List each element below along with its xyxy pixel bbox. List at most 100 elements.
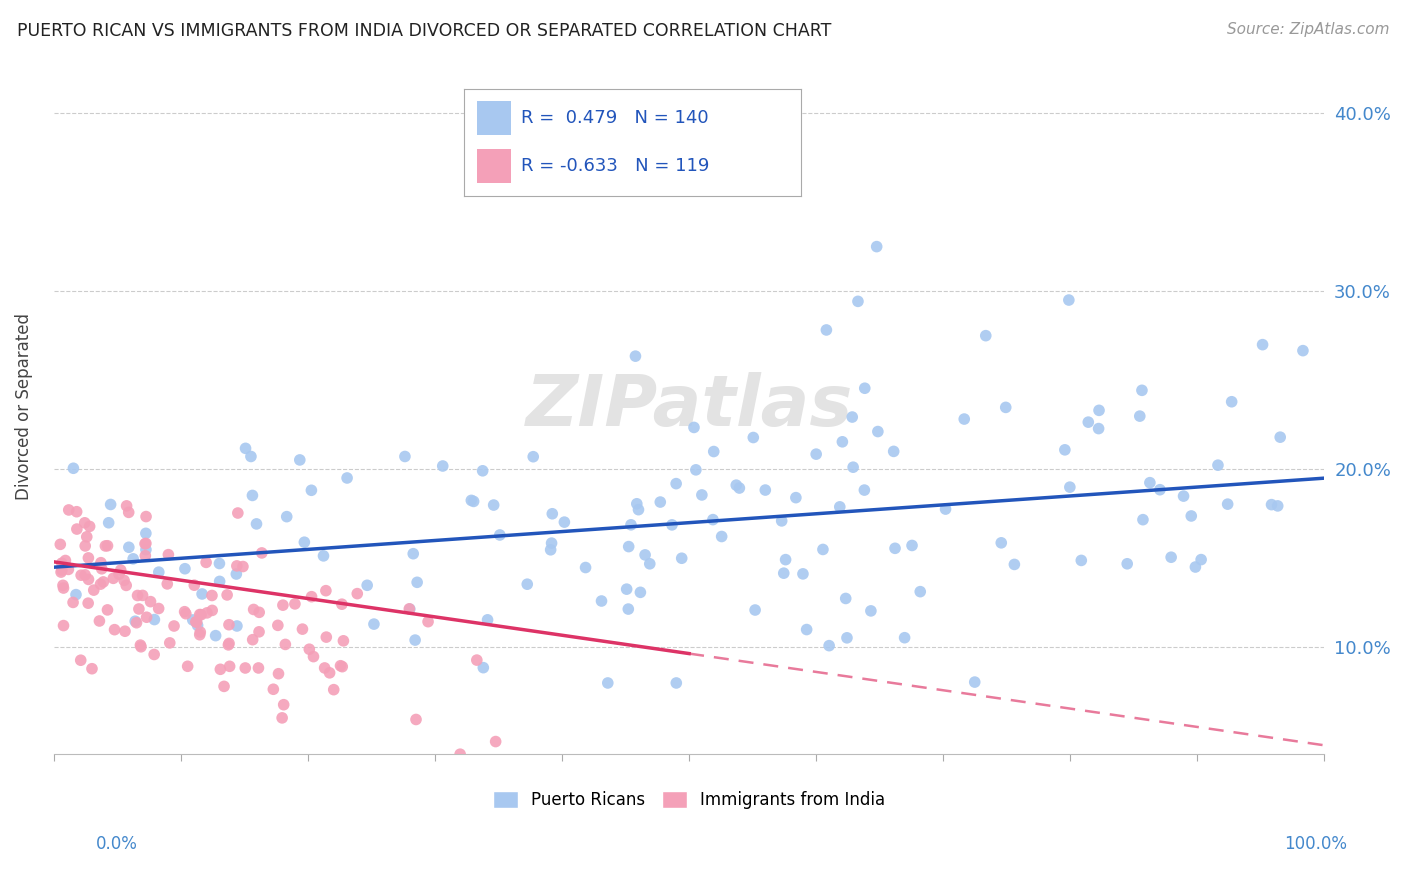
Point: [866, 239, 889, 253]
Point: [135, 509, 157, 524]
Legend: Puerto Ricans, Immigrants from India: Puerto Ricans, Immigrants from India: [486, 784, 891, 815]
Text: 0.0%: 0.0%: [96, 835, 138, 853]
Point: [96, 603, 118, 617]
Point: [77, 573, 100, 587]
Point: [312, 549, 335, 563]
Point: [187, 618, 209, 632]
Point: [935, 502, 957, 516]
Point: [218, 659, 240, 673]
Point: [75, 539, 97, 553]
Point: [1206, 458, 1229, 472]
Point: [204, 629, 226, 643]
Point: [1260, 498, 1282, 512]
Point: [728, 481, 751, 495]
Point: [225, 558, 247, 573]
Text: Source: ZipAtlas.com: Source: ZipAtlas.com: [1226, 22, 1389, 37]
Y-axis label: Divorced or Separated: Divorced or Separated: [15, 313, 32, 500]
Point: [742, 430, 765, 444]
Text: R =  0.479   N = 140: R = 0.479 N = 140: [522, 109, 709, 127]
Point: [336, 471, 359, 485]
Point: [516, 577, 538, 591]
Point: [638, 557, 661, 571]
Point: [818, 639, 841, 653]
Point: [134, 549, 156, 563]
Point: [135, 542, 157, 557]
Point: [232, 559, 254, 574]
Point: [183, 578, 205, 592]
Point: [245, 516, 267, 531]
Point: [356, 578, 378, 592]
Point: [402, 547, 425, 561]
Point: [143, 613, 166, 627]
Point: [596, 676, 619, 690]
Point: [449, 747, 471, 762]
Point: [242, 602, 264, 616]
Point: [883, 444, 905, 458]
Point: [1267, 499, 1289, 513]
Point: [159, 636, 181, 650]
Point: [247, 661, 270, 675]
Point: [125, 615, 148, 630]
Point: [139, 594, 162, 608]
Point: [91, 574, 114, 589]
Point: [710, 529, 733, 543]
Point: [242, 488, 264, 502]
Point: [135, 610, 157, 624]
Point: [1132, 513, 1154, 527]
Point: [288, 453, 311, 467]
Point: [225, 567, 247, 582]
Point: [329, 658, 352, 673]
Point: [1088, 403, 1111, 417]
Point: [460, 493, 482, 508]
Point: [465, 653, 488, 667]
Point: [134, 537, 156, 551]
Point: [315, 583, 337, 598]
Point: [262, 682, 284, 697]
Point: [97, 516, 120, 530]
Point: [626, 497, 648, 511]
Point: [90, 577, 112, 591]
Point: [828, 500, 851, 514]
FancyBboxPatch shape: [478, 149, 512, 184]
Point: [477, 613, 499, 627]
Point: [853, 381, 876, 395]
Point: [1130, 384, 1153, 398]
Point: [859, 604, 882, 618]
Point: [124, 614, 146, 628]
Point: [148, 601, 170, 615]
Point: [990, 536, 1012, 550]
Point: [488, 528, 510, 542]
Point: [1070, 553, 1092, 567]
Point: [406, 575, 429, 590]
Text: R = -0.633   N = 119: R = -0.633 N = 119: [522, 157, 710, 175]
Point: [299, 483, 322, 498]
Point: [661, 517, 683, 532]
Point: [212, 679, 235, 693]
Point: [51, 556, 73, 570]
Point: [89, 614, 111, 628]
Point: [1059, 480, 1081, 494]
Point: [292, 535, 315, 549]
Point: [247, 624, 270, 639]
Point: [143, 648, 166, 662]
Point: [103, 571, 125, 585]
Point: [250, 546, 273, 560]
Point: [620, 517, 643, 532]
Point: [247, 605, 270, 619]
Point: [846, 294, 869, 309]
Point: [346, 587, 368, 601]
Point: [191, 587, 214, 601]
Point: [574, 560, 596, 574]
Point: [76, 530, 98, 544]
Point: [195, 606, 218, 620]
Point: [274, 637, 297, 651]
Point: [301, 590, 323, 604]
Point: [184, 615, 207, 629]
Point: [831, 434, 853, 449]
Point: [115, 578, 138, 592]
Point: [276, 509, 298, 524]
Point: [792, 566, 814, 581]
Point: [540, 542, 562, 557]
Point: [665, 676, 688, 690]
Point: [315, 630, 337, 644]
